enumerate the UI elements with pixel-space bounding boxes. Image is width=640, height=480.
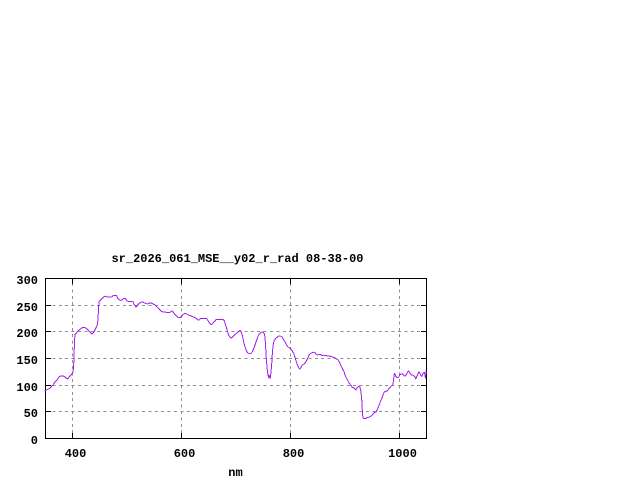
svg-text:sr_2026_061_MSE__y02_r_rad 08-: sr_2026_061_MSE__y02_r_rad 08-38-00 [111,252,363,266]
svg-text:600: 600 [174,447,196,461]
svg-text:0: 0 [31,434,38,448]
svg-text:300: 300 [16,274,38,288]
svg-text:250: 250 [16,301,38,315]
svg-text:100: 100 [16,381,38,395]
svg-text:50: 50 [24,407,38,421]
svg-text:200: 200 [16,327,38,341]
svg-text:400: 400 [65,447,87,461]
svg-text:nm: nm [228,466,242,480]
svg-text:150: 150 [16,354,38,368]
svg-text:1000: 1000 [388,447,417,461]
svg-text:800: 800 [283,447,305,461]
